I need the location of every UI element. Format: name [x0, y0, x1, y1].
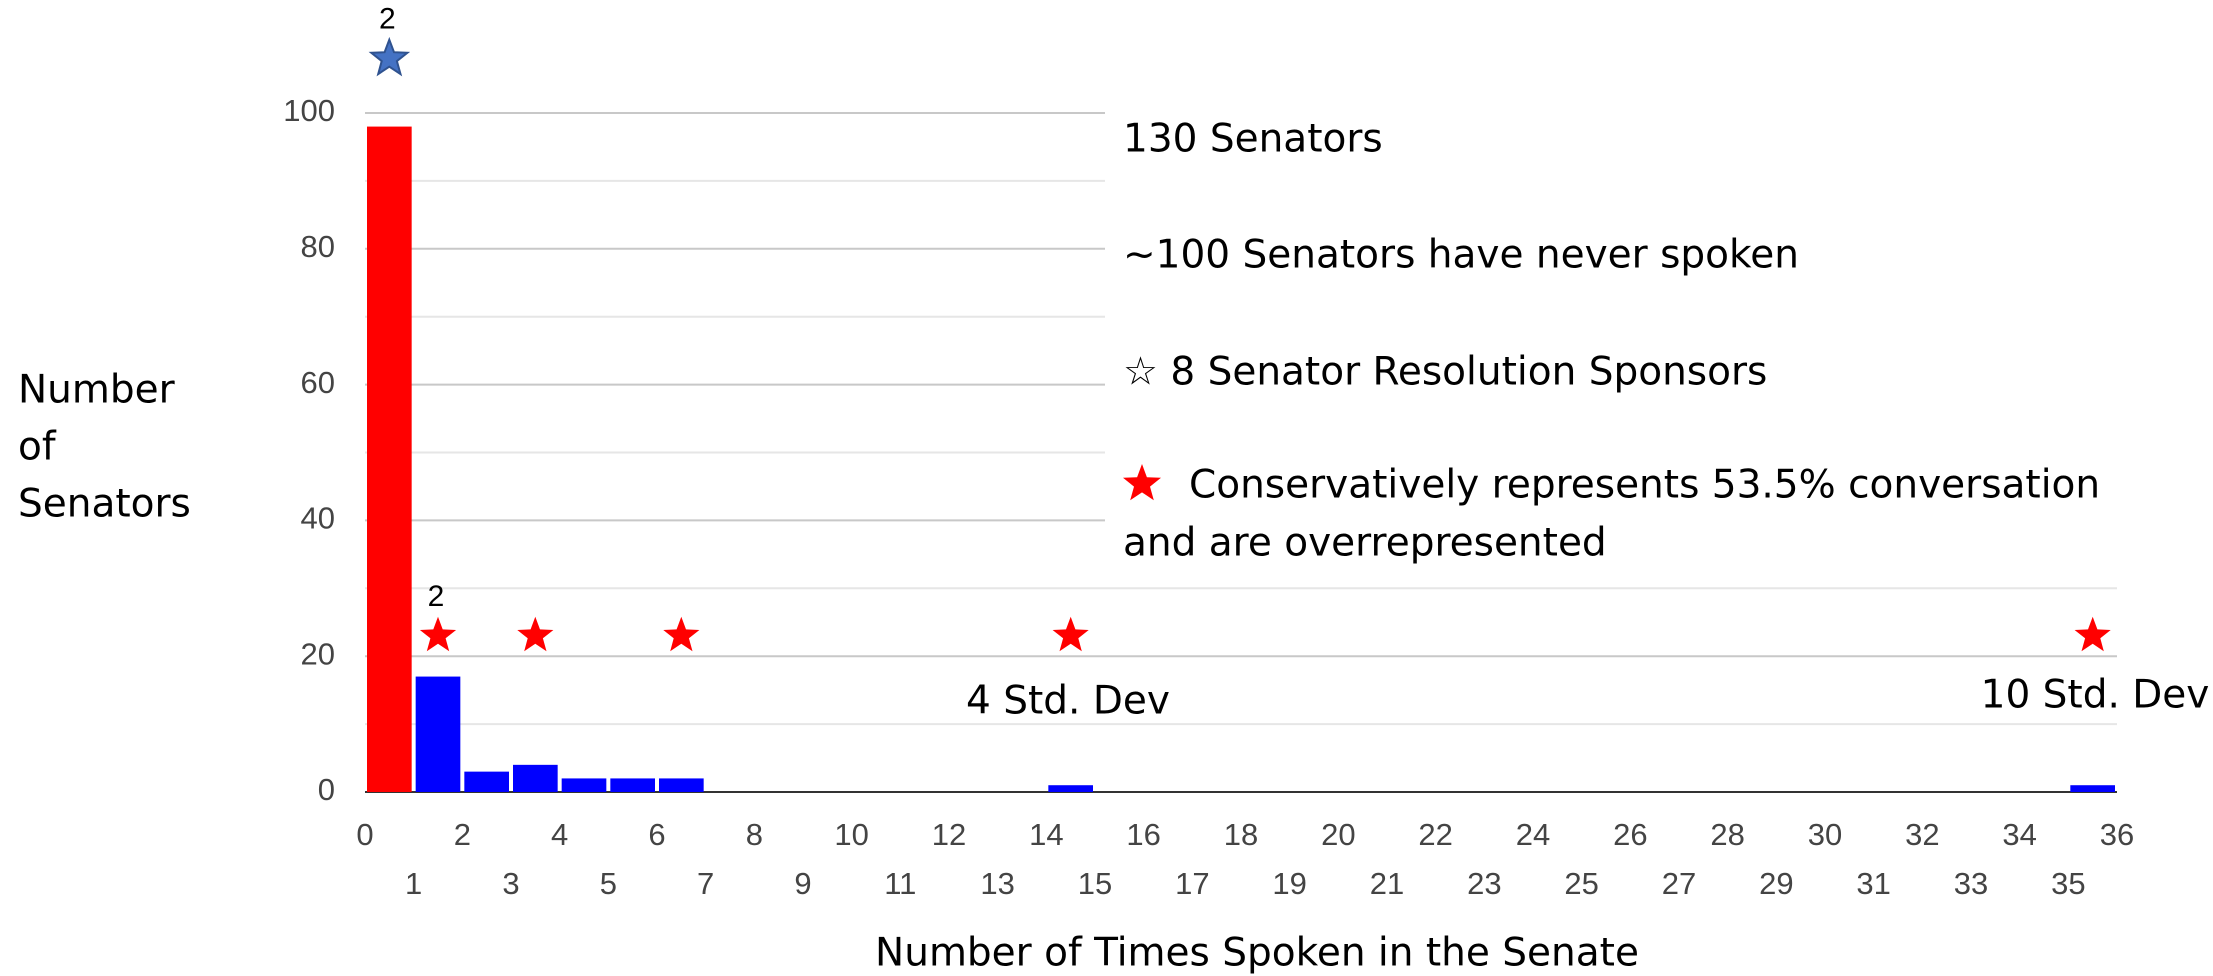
x-tick-label: 5 — [600, 866, 617, 901]
x-tick-label: 9 — [794, 866, 811, 901]
y-tick-label: 80 — [301, 229, 335, 264]
annotation: 130 Senators — [1123, 117, 1383, 162]
x-tick-label: 35 — [2051, 866, 2085, 901]
y-axis-label: of — [18, 425, 57, 470]
bar — [610, 778, 655, 792]
x-tick-label: 24 — [1516, 817, 1550, 852]
x-tick-label: 20 — [1321, 817, 1355, 852]
x-tick-label: 15 — [1078, 866, 1112, 901]
legend-star — [1123, 464, 1161, 501]
annotation-box — [1105, 95, 2117, 565]
y-tick-label: 100 — [283, 93, 335, 128]
marker-label: 2 — [428, 580, 445, 613]
star-marker — [419, 616, 457, 652]
x-tick-label: 32 — [1905, 817, 1939, 852]
star-marker — [663, 616, 700, 652]
x-tick-label: 4 — [551, 817, 568, 852]
annotation: ~100 Senators have never spoken — [1123, 233, 1799, 278]
x-tick-label: 27 — [1662, 866, 1696, 901]
bar — [415, 676, 461, 792]
x-tick-label: 34 — [2002, 817, 2036, 852]
annotation: and are overrepresented — [1123, 521, 1607, 566]
x-tick-label: 19 — [1272, 866, 1306, 901]
y-axis-label: Number — [18, 368, 176, 413]
star-marker — [2074, 616, 2111, 652]
x-tick-label: 7 — [697, 866, 714, 901]
x-tick-label: 1 — [405, 866, 422, 901]
marker-label: 2 — [379, 3, 396, 36]
x-tick-label: 0 — [356, 817, 373, 852]
x-tick-label: 8 — [746, 817, 763, 852]
bar — [513, 764, 558, 792]
star-marker — [1052, 616, 1089, 652]
annotation: 4 Std. Dev — [966, 679, 1170, 724]
x-tick-label: 33 — [1954, 866, 1988, 901]
annotation: ☆ 8 Senator Resolution Sponsors — [1123, 350, 1767, 395]
x-tick-label: 12 — [932, 817, 966, 852]
x-tick-label: 30 — [1808, 817, 1842, 852]
bar — [561, 778, 607, 792]
x-tick-label: 26 — [1613, 817, 1647, 852]
x-tick-label: 23 — [1467, 866, 1501, 901]
x-tick-label: 21 — [1370, 866, 1404, 901]
x-tick-label: 16 — [1126, 817, 1160, 852]
star-marker — [368, 36, 411, 77]
x-tick-label: 13 — [980, 866, 1014, 901]
x-tick-label: 11 — [884, 866, 916, 901]
x-tick-label: 14 — [1029, 817, 1063, 852]
x-tick-label: 22 — [1418, 817, 1452, 852]
annotation: 10 Std. Dev — [1981, 673, 2210, 718]
annotation: Conservatively represents 53.5% conversa… — [1189, 463, 2100, 508]
y-tick-label: 20 — [301, 636, 335, 671]
x-axis-label: Number of Times Spoken in the Senate — [875, 931, 1639, 976]
star-marker — [517, 616, 554, 652]
x-tick-label: 6 — [648, 817, 665, 852]
x-tick-label: 3 — [502, 866, 519, 901]
bar — [2070, 785, 2115, 792]
bar — [1048, 785, 1093, 792]
x-tick-label: 29 — [1759, 866, 1793, 901]
bar — [367, 126, 412, 792]
x-tick-label: 18 — [1224, 817, 1258, 852]
x-tick-label: 25 — [1564, 866, 1598, 901]
bar — [464, 771, 509, 792]
x-tick-label: 2 — [454, 817, 471, 852]
x-tick-label: 31 — [1856, 866, 1890, 901]
x-tick-label: 17 — [1175, 866, 1209, 901]
x-tick-label: 10 — [834, 817, 868, 852]
y-tick-label: 40 — [301, 501, 335, 536]
y-tick-label: 60 — [301, 365, 335, 400]
x-tick-label: 28 — [1710, 817, 1744, 852]
y-tick-label: 0 — [318, 772, 335, 807]
bar — [659, 778, 704, 792]
y-axis-label: Senators — [18, 482, 191, 527]
x-tick-label: 36 — [2100, 817, 2134, 852]
